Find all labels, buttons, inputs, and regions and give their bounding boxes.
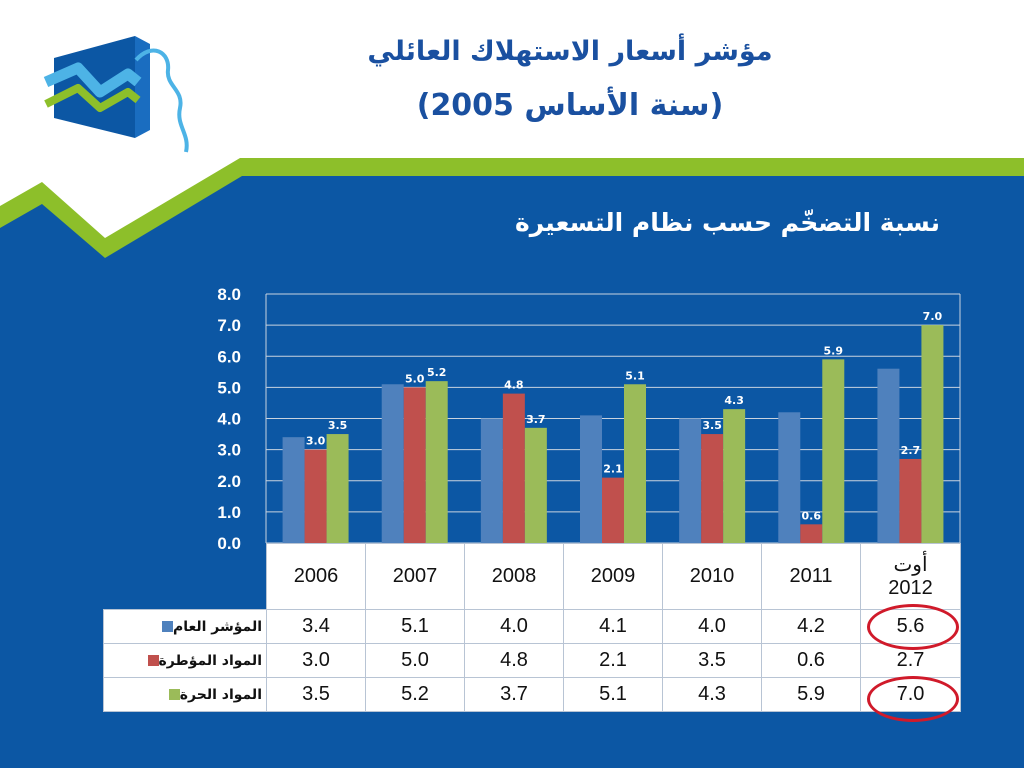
bar [723,409,746,543]
table-cell: 3.5 [662,643,762,678]
data-label: 3.0 [306,435,326,448]
table-cell: 4.3 [662,677,762,712]
y-tick-label: 6.0 [217,347,241,366]
legend-swatch [147,655,159,666]
data-label: 2.1 [603,463,623,476]
bar [381,384,404,543]
data-label: 3.5 [702,419,722,432]
data-label: 5.1 [625,369,645,382]
table-cell: 3.5 [266,677,366,712]
legend-entry: المؤشر العام [103,609,267,644]
data-label: 0.6 [802,509,822,522]
table-corner [103,543,267,610]
bar [602,477,624,543]
bar [480,418,503,543]
category-label: 2007 [365,543,465,610]
table-row: المواد المؤطرة 3.0 5.0 4.8 2.1 3.5 0.6 2.7 [103,643,961,678]
table-cell: 3.7 [464,677,564,712]
table-cell: 4.0 [662,609,762,644]
data-label: 5.0 [405,372,425,385]
legend-entry: المواد المؤطرة [103,643,267,678]
table-cell: 5.6 [860,609,961,644]
data-label: 7.0 [923,310,943,323]
legend-swatch [168,689,180,700]
table-cell: 7.0 [860,677,961,712]
series-name: المواد المؤطرة [158,652,262,669]
data-label: 3.7 [526,413,546,426]
y-tick-label: 3.0 [217,441,241,460]
bar [304,449,327,543]
table-row: المؤشر العام 3.4 5.1 4.0 4.1 4.0 4.2 5.6 [103,609,961,644]
category-label: أوت 2012 [860,543,961,610]
y-tick-label: 5.0 [217,378,241,397]
bar [877,368,900,543]
table-cell: 2.1 [563,643,663,678]
series-name: المواد الحرة [179,686,262,703]
bar [921,325,944,543]
y-tick-label: 8.0 [217,285,241,304]
legend-swatch [161,621,173,632]
table-cell: 5.2 [365,677,465,712]
data-table: 2006 2007 2008 2009 2010 2011 أوت 2012 المؤشر ال… [103,543,961,712]
category-label: 2011 [761,543,861,610]
table-cell: 2.7 [860,643,961,678]
category-label: 2010 [662,543,762,610]
data-label: 5.9 [824,344,844,357]
bar [326,434,349,543]
category-label: 2006 [266,543,366,610]
data-label: 4.8 [504,379,524,392]
data-label: 3.5 [328,419,348,432]
bar [701,434,724,543]
bar [800,524,823,543]
table-cell: 5.1 [365,609,465,644]
bar [899,458,922,543]
bar [679,418,702,543]
table-cell: 4.8 [464,643,564,678]
y-tick-label: 2.0 [217,472,241,491]
data-label: 4.3 [724,394,744,407]
table-cell: 3.0 [266,643,366,678]
table-cell: 5.9 [761,677,861,712]
bar [822,359,845,543]
page-title: مؤشر أسعار الاستهلاك العائلي [367,36,773,67]
table-cell: 4.1 [563,609,663,644]
bar [580,415,602,543]
data-label: 5.2 [427,366,447,379]
table-cell: 5.0 [365,643,465,678]
bar [502,393,525,543]
table-header-row: 2006 2007 2008 2009 2010 2011 أوت 2012 [103,543,961,610]
table-cell: 4.2 [761,609,861,644]
bar [425,381,448,543]
bar [403,387,426,543]
table-cell: 4.0 [464,609,564,644]
category-label: 2008 [464,543,564,610]
data-label: 2.7 [901,444,921,457]
table-cell: 0.6 [761,643,861,678]
table-cell: 5.1 [563,677,663,712]
y-tick-label: 1.0 [217,503,241,522]
y-tick-label: 7.0 [217,316,241,335]
series-name: المؤشر العام [172,618,262,635]
bar [778,412,801,543]
chart-logo-icon [43,36,189,153]
bar [624,384,646,543]
bar [282,437,305,543]
page-subtitle-base-year: (سنة الأساس 2005) [416,88,724,123]
chart-title: نسبة التضخّم حسب نظام التسعيرة [514,208,940,237]
bar [524,427,547,543]
header: مؤشر أسعار الاستهلاك العائلي (سنة الأساس… [0,0,1024,240]
table-row: المواد الحرة 3.5 5.2 3.7 5.1 4.3 5.9 7.0 [103,677,961,712]
table-cell: 3.4 [266,609,366,644]
y-tick-label: 4.0 [217,410,241,429]
legend-entry: المواد الحرة [103,677,267,712]
category-label: 2009 [563,543,663,610]
